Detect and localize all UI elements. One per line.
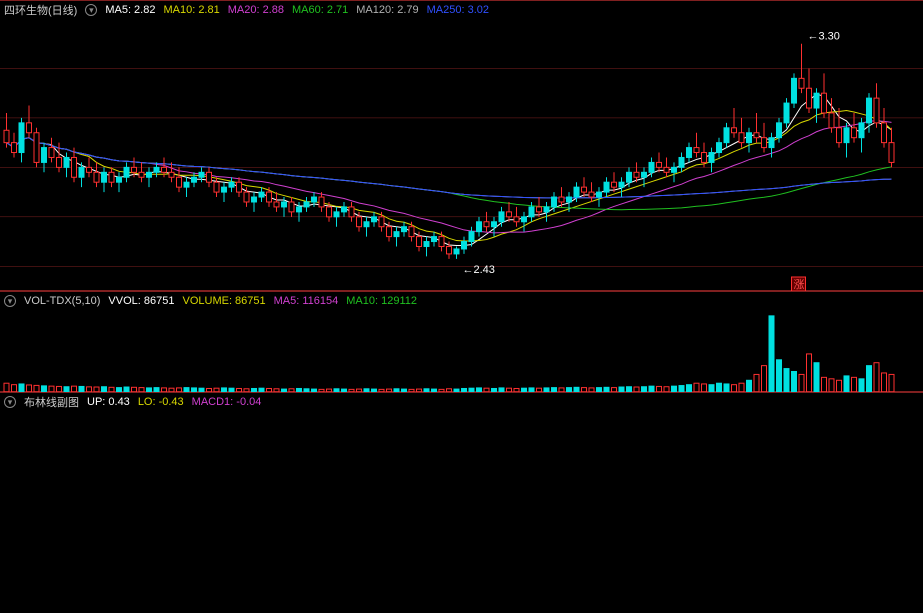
stock-title: 四环生物(日线): [4, 2, 77, 18]
indicator-chart[interactable]: [0, 411, 923, 611]
price-panel[interactable]: 四环生物(日线) ▾ MA5: 2.82 MA10: 2.81 MA20: 2.…: [0, 0, 923, 290]
toggle-icon[interactable]: ▾: [85, 4, 97, 16]
toggle-icon[interactable]: ▾: [4, 396, 16, 408]
ma120-label: MA120: 2.79: [356, 4, 418, 16]
vol-title: VOL-TDX(5,10): [24, 295, 100, 307]
price-header: 四环生物(日线) ▾ MA5: 2.82 MA10: 2.81 MA20: 2.…: [0, 1, 923, 19]
vol-ma5-label: MA5: 116154: [274, 295, 339, 307]
svg-text:←2.43: ←2.43: [463, 264, 495, 276]
ind-up-label: UP: 0.43: [87, 396, 130, 408]
ma60-label: MA60: 2.71: [292, 4, 348, 16]
ma5-label: MA5: 2.82: [105, 4, 155, 16]
ma10-label: MA10: 2.81: [163, 4, 219, 16]
ma250-label: MA250: 3.02: [427, 4, 489, 16]
svg-text:涨: 涨: [794, 278, 805, 291]
indicator-header: ▾ 布林线副图 UP: 0.43 LO: -0.43 MACD1: -0.04: [0, 393, 923, 411]
vol-ma10-label: MA10: 129112: [346, 295, 417, 307]
volume-header: ▾ VOL-TDX(5,10) VVOL: 86751 VOLUME: 8675…: [0, 292, 923, 310]
toggle-icon[interactable]: ▾: [4, 295, 16, 307]
volume-panel[interactable]: ▾ VOL-TDX(5,10) VVOL: 86751 VOLUME: 8675…: [0, 291, 923, 391]
vvol-label: VVOL: 86751: [108, 295, 174, 307]
volume-label: VOLUME: 86751: [182, 295, 265, 307]
indicator-panel[interactable]: ▾ 布林线副图 UP: 0.43 LO: -0.43 MACD1: -0.04: [0, 392, 923, 612]
ind-lo-label: LO: -0.43: [138, 396, 184, 408]
ind-macd-label: MACD1: -0.04: [192, 396, 262, 408]
volume-chart[interactable]: [0, 310, 923, 392]
svg-text:←3.30: ←3.30: [808, 31, 840, 43]
ind-title: 布林线副图: [24, 394, 79, 410]
price-chart[interactable]: ←2.43 ←3.30 涨: [0, 19, 923, 291]
ma20-label: MA20: 2.88: [228, 4, 284, 16]
